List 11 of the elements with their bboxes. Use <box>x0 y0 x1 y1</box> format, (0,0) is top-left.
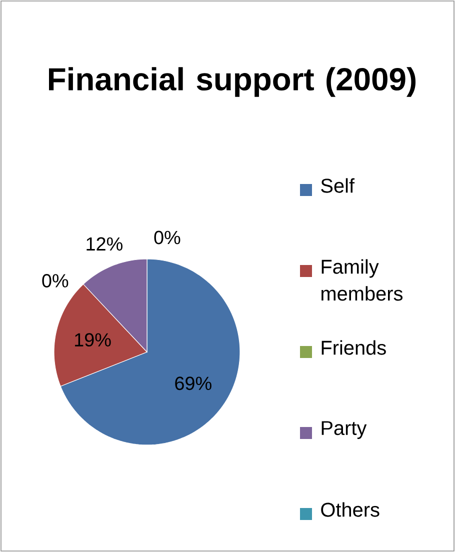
data-label: 69% <box>175 376 212 390</box>
legend-label: Others <box>321 502 380 517</box>
data-label: 19% <box>75 333 111 347</box>
legend-label: Party <box>322 421 367 440</box>
data-label: 12% <box>86 237 122 251</box>
legend-label: Family members <box>322 259 402 301</box>
legend-label: Friends <box>322 340 386 355</box>
legend-label: Self <box>321 178 355 193</box>
text: 0% <box>154 230 180 244</box>
text: 0% <box>42 274 68 288</box>
chart-title: Financial support (2009) <box>49 67 416 97</box>
